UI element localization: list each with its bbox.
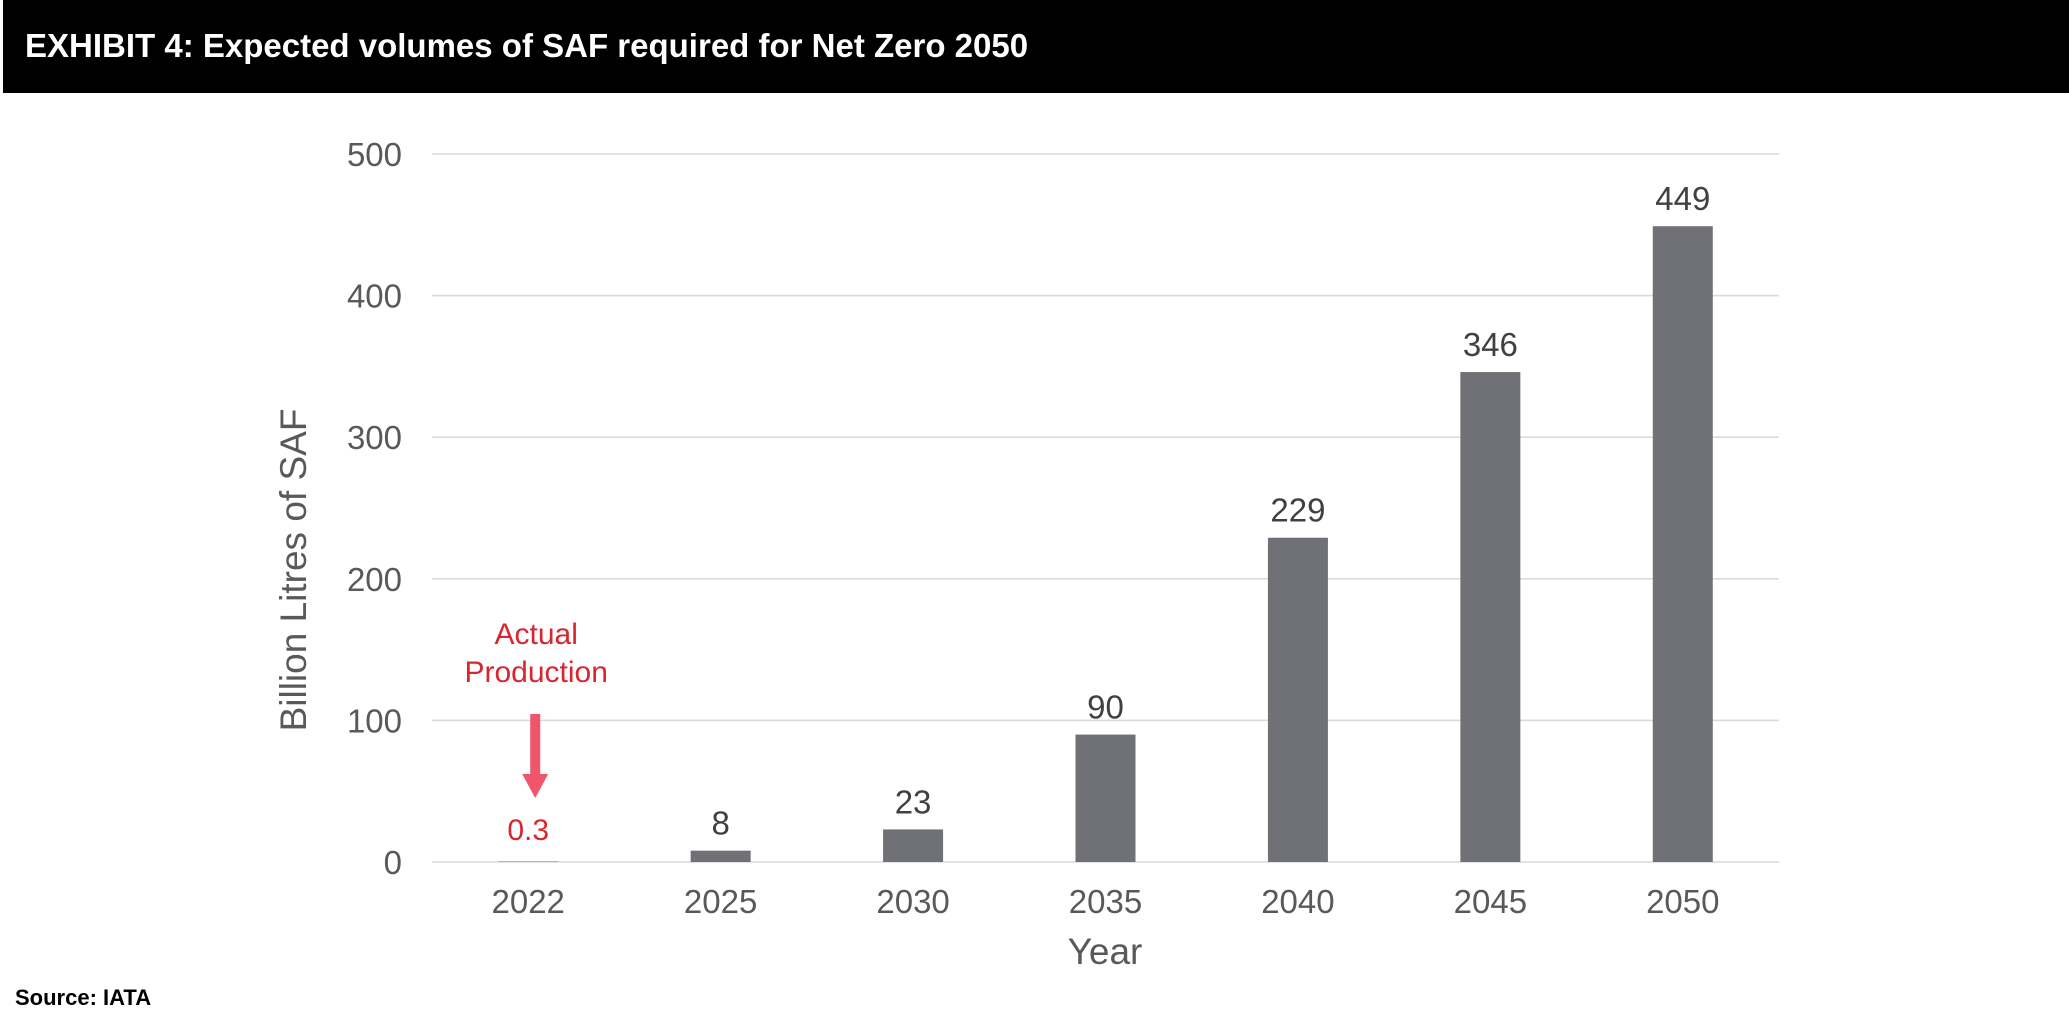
actual-production-annotation: Actual Production	[464, 618, 608, 798]
data-label: 8	[711, 805, 729, 842]
x-tick-label: 2045	[1454, 883, 1527, 920]
x-tick-label: 2025	[684, 883, 757, 920]
y-tick-label: 200	[347, 561, 402, 598]
data-label: 449	[1655, 180, 1710, 217]
x-axis-title: Year	[1068, 931, 1143, 972]
y-tick-label: 400	[347, 278, 402, 315]
bar	[1267, 537, 1328, 862]
annotation-text-line: Actual	[495, 618, 578, 651]
x-tick-label: 2040	[1261, 883, 1334, 920]
x-tick-label: 2022	[492, 883, 565, 920]
bar	[1075, 734, 1136, 862]
y-axis-title: Billion Litres of SAF	[273, 409, 314, 732]
y-axis-ticks: 0 100 200 300 400 500	[347, 136, 402, 881]
source-note: Source: IATA	[15, 985, 152, 1010]
exhibit-title: EXHIBIT 4: Expected volumes of SAF requi…	[25, 27, 1029, 64]
bar	[1460, 372, 1521, 862]
x-tick-label: 2035	[1069, 883, 1142, 920]
data-label: 23	[895, 783, 932, 820]
y-tick-label: 500	[347, 136, 402, 173]
data-labels: 0.3 8 23 90 229 346 449	[507, 180, 1710, 847]
bar	[883, 829, 944, 862]
x-tick-label: 2050	[1646, 883, 1719, 920]
data-label: 90	[1087, 689, 1124, 726]
x-tick-label: 2030	[876, 883, 949, 920]
x-axis-ticks: 2022 2025 2030 2035 2040 2045 2050	[492, 883, 1720, 920]
exhibit-header: EXHIBIT 4: Expected volumes of SAF requi…	[3, 0, 2069, 93]
bars	[498, 226, 1713, 862]
data-label-actual-production: 0.3	[507, 814, 549, 847]
annotation-arrow-shaft	[530, 714, 541, 776]
annotation-text-line: Production	[464, 656, 607, 689]
data-label: 229	[1270, 492, 1325, 529]
bar	[1652, 226, 1713, 862]
annotation-arrow-head	[522, 774, 549, 798]
data-label: 346	[1463, 326, 1518, 363]
y-tick-label: 100	[347, 702, 402, 739]
y-tick-label: 0	[384, 844, 402, 881]
bar	[690, 850, 751, 862]
y-tick-label: 300	[347, 419, 402, 456]
